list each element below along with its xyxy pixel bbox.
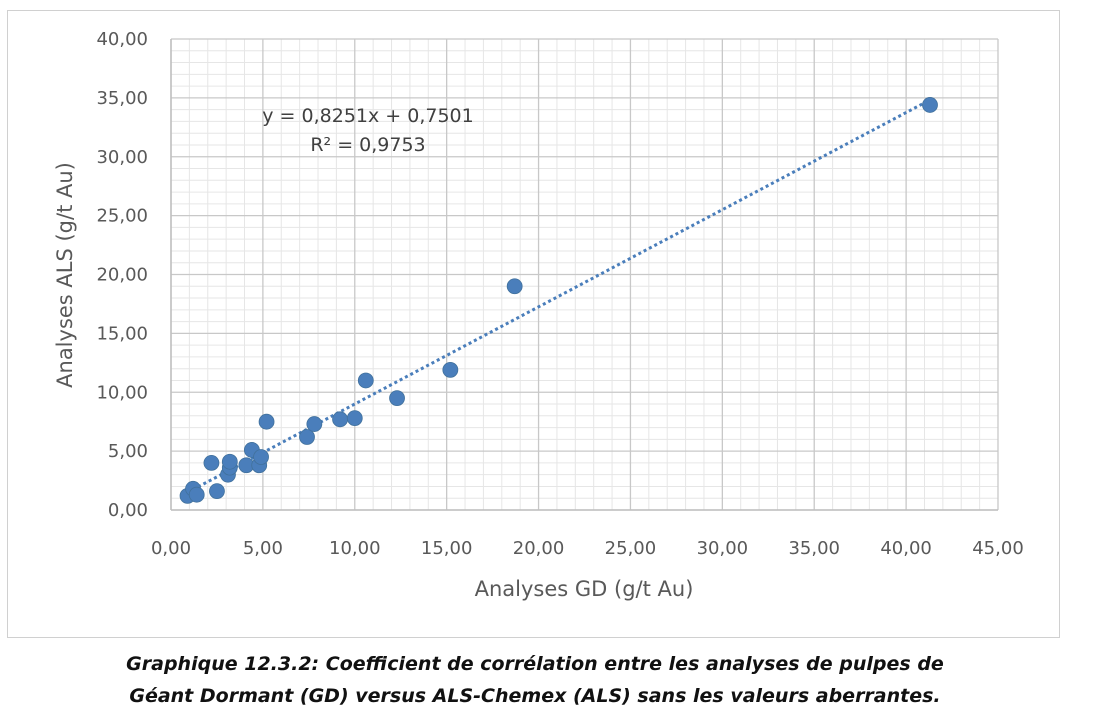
data-point xyxy=(258,413,275,430)
trendline xyxy=(186,98,931,494)
caption-line-1: Graphique 12.3.2: Coefficient de corréla… xyxy=(126,653,944,675)
data-point xyxy=(203,454,220,471)
data-point xyxy=(299,429,315,445)
figure-caption: Graphique 12.3.2: Coefficient de corréla… xyxy=(0,648,1070,712)
data-point xyxy=(357,372,374,389)
x-tick-label: 15,00 xyxy=(421,538,473,559)
data-point xyxy=(253,449,269,465)
x-tick-label: 45,00 xyxy=(972,538,1024,559)
y-tick-label: 10,00 xyxy=(96,382,148,403)
caption-line-2: Géant Dormant (GD) versus ALS-Chemex (AL… xyxy=(129,685,941,707)
x-axis-label: Analyses GD (g/t Au) xyxy=(475,577,694,601)
data-point xyxy=(442,361,459,378)
trendline-line xyxy=(186,98,931,494)
data-point xyxy=(389,390,405,407)
data-point xyxy=(332,411,348,428)
data-point xyxy=(346,410,363,427)
y-tick-label: 15,00 xyxy=(96,323,148,344)
y-tick-labels: 0,00 5,00 10,00 15,00 20,00 25,00 30,00 35,00 40… xyxy=(96,29,148,521)
x-tick-label: 40,00 xyxy=(880,538,932,559)
x-tick-labels: 0,00 5,00 10,00 15,00 20,00 25,00 30,00 35,00 40… xyxy=(151,538,1024,559)
y-tick-label: 0,00 xyxy=(108,500,148,521)
trendline-equation: y = 0,8251x + 0,7501 xyxy=(262,105,473,127)
data-point xyxy=(188,486,205,503)
x-tick-label: 10,00 xyxy=(329,538,381,559)
y-tick-label: 35,00 xyxy=(96,88,148,109)
y-tick-label: 20,00 xyxy=(96,265,148,286)
data-point xyxy=(922,97,938,113)
x-tick-label: 5,00 xyxy=(243,538,283,559)
x-tick-label: 20,00 xyxy=(513,538,565,559)
chart-frame xyxy=(7,10,1060,638)
data-point xyxy=(506,278,523,295)
data-point xyxy=(221,453,238,470)
y-tick-label: 5,00 xyxy=(108,441,148,462)
trendline-r-squared: R² = 0,9753 xyxy=(310,134,425,156)
x-tick-label: 30,00 xyxy=(697,538,749,559)
y-tick-label: 30,00 xyxy=(96,147,148,168)
x-tick-label: 35,00 xyxy=(788,538,840,559)
data-points xyxy=(179,97,938,504)
data-point xyxy=(209,483,225,500)
x-tick-label: 25,00 xyxy=(605,538,657,559)
x-tick-label: 0,00 xyxy=(151,538,191,559)
axes xyxy=(170,39,998,511)
y-axis-label: Analyses ALS (g/t Au) xyxy=(53,162,77,388)
data-point xyxy=(306,416,323,432)
y-tick-label: 40,00 xyxy=(96,29,148,50)
y-tick-label: 25,00 xyxy=(96,206,148,227)
scatter-chart: 0,00 5,00 10,00 15,00 20,00 25,00 30,00 35,00 40… xyxy=(53,29,1024,601)
